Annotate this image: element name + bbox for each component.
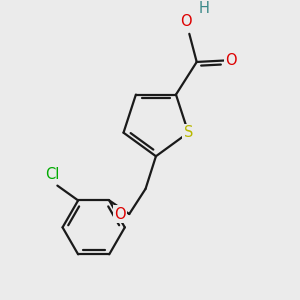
Text: O: O [181,14,192,29]
Text: Cl: Cl [45,167,59,182]
Text: O: O [115,206,126,221]
Text: H: H [199,1,210,16]
Text: O: O [226,53,237,68]
Text: S: S [184,125,193,140]
